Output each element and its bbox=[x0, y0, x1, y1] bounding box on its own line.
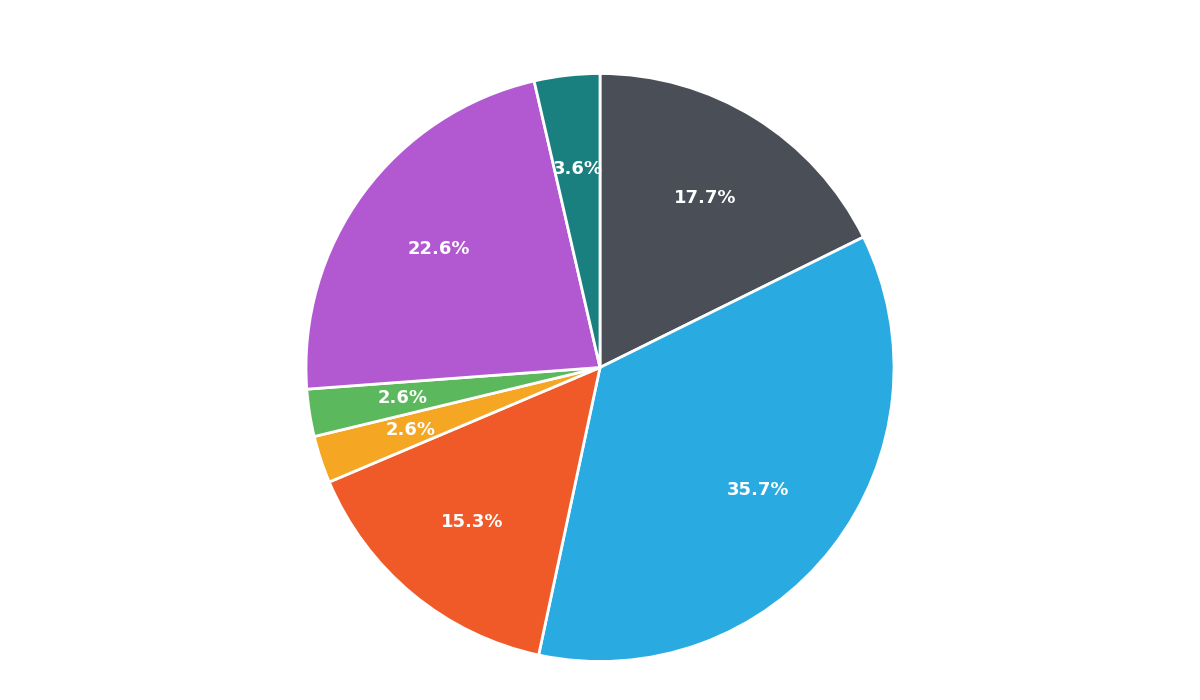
Wedge shape bbox=[314, 368, 600, 482]
Text: 15.3%: 15.3% bbox=[442, 512, 504, 531]
Wedge shape bbox=[600, 74, 864, 368]
Text: 17.7%: 17.7% bbox=[674, 188, 737, 206]
Text: 22.6%: 22.6% bbox=[408, 240, 470, 258]
Wedge shape bbox=[539, 237, 894, 662]
Wedge shape bbox=[306, 81, 600, 389]
Text: 2.6%: 2.6% bbox=[378, 389, 427, 407]
Text: 3.6%: 3.6% bbox=[552, 160, 602, 178]
Wedge shape bbox=[329, 368, 600, 655]
Wedge shape bbox=[307, 368, 600, 437]
Wedge shape bbox=[534, 74, 600, 368]
Text: 2.6%: 2.6% bbox=[385, 421, 436, 439]
Text: 35.7%: 35.7% bbox=[727, 481, 790, 499]
